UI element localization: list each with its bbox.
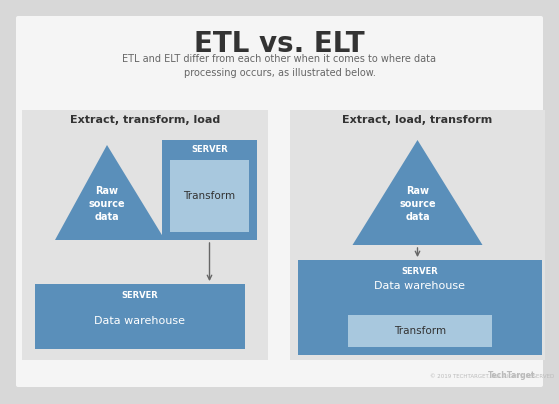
Text: © 2019 TECHTARGET. ALL RIGHTS RESERVED: © 2019 TECHTARGET. ALL RIGHTS RESERVED <box>430 374 555 379</box>
Text: Raw
source
data: Raw source data <box>399 186 436 222</box>
FancyBboxPatch shape <box>290 110 545 360</box>
Text: Extract, load, transform: Extract, load, transform <box>342 115 492 125</box>
Text: Transform: Transform <box>394 326 446 336</box>
Text: Extract, transform, load: Extract, transform, load <box>70 115 220 125</box>
Text: SERVER: SERVER <box>122 292 158 301</box>
FancyBboxPatch shape <box>170 160 249 232</box>
Text: SERVER: SERVER <box>191 145 228 154</box>
FancyBboxPatch shape <box>162 140 257 240</box>
Text: TechTarget: TechTarget <box>487 372 535 381</box>
Text: Transform: Transform <box>183 191 235 201</box>
Text: ETL and ELT differ from each other when it comes to where data
processing occurs: ETL and ELT differ from each other when … <box>122 54 437 78</box>
Text: Raw
source
data: Raw source data <box>89 186 125 222</box>
Text: Data warehouse: Data warehouse <box>94 316 186 326</box>
FancyBboxPatch shape <box>35 284 245 349</box>
FancyBboxPatch shape <box>298 260 542 355</box>
FancyBboxPatch shape <box>16 16 543 387</box>
FancyBboxPatch shape <box>348 315 492 347</box>
Text: Data warehouse: Data warehouse <box>375 281 466 291</box>
Text: SERVER: SERVER <box>401 267 438 276</box>
Polygon shape <box>353 140 482 245</box>
FancyBboxPatch shape <box>22 110 268 360</box>
Polygon shape <box>55 145 165 240</box>
Text: ETL vs. ELT: ETL vs. ELT <box>194 30 365 58</box>
